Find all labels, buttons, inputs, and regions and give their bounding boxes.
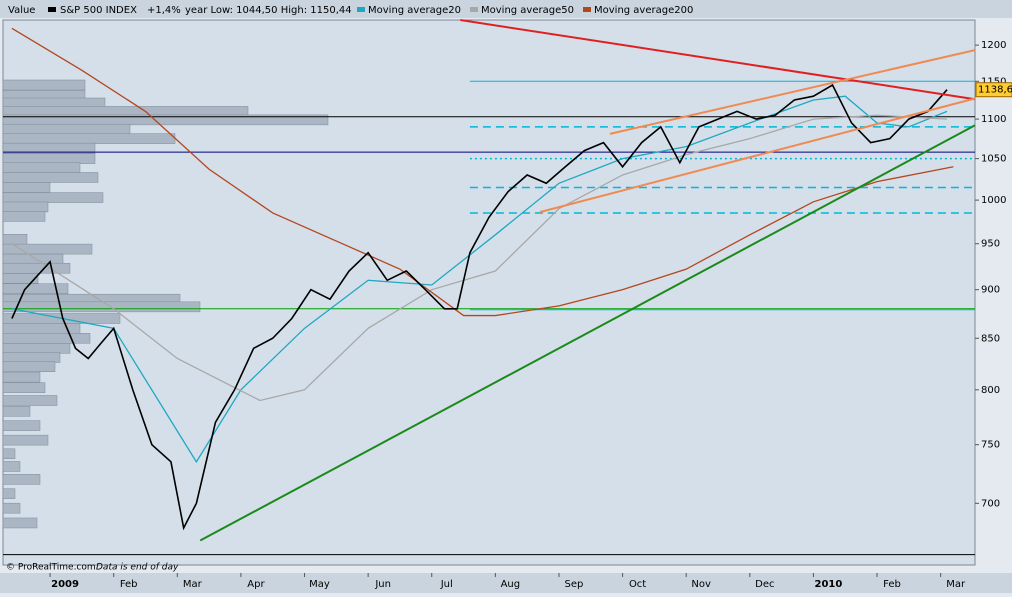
x-tick-label: Feb <box>883 579 901 590</box>
x-tick-label: Dec <box>755 579 774 590</box>
volume-bar <box>2 234 28 245</box>
trend-line <box>460 19 976 101</box>
volume-bar <box>2 172 99 183</box>
header-label: Value <box>8 5 35 16</box>
volume-bar <box>2 192 104 203</box>
trend-line <box>199 124 976 542</box>
volume-bar <box>2 162 81 173</box>
volume-bar <box>2 211 46 222</box>
y-tick-label: 750 <box>981 440 1000 451</box>
y-tick-label: 800 <box>981 385 1000 396</box>
x-tick-label: Sep <box>565 579 584 590</box>
x-tick-label: Mar <box>183 579 203 590</box>
y-tick-label: 950 <box>981 239 1000 250</box>
volume-bar <box>2 262 71 274</box>
x-tick-label: Aug <box>501 579 521 590</box>
volume-bar <box>2 434 49 446</box>
series-line <box>11 95 948 464</box>
x-tick-label: May <box>309 579 330 590</box>
volume-bar <box>2 333 91 344</box>
x-axis-bar <box>0 573 1012 593</box>
legend-label: Moving average200 <box>594 5 693 16</box>
y-tick-label: 850 <box>981 333 1000 344</box>
header-bar <box>0 0 1012 18</box>
chart-title: S&P 500 INDEX <box>60 5 137 16</box>
plot-area <box>2 19 976 566</box>
price-tag <box>975 82 1012 98</box>
series-line <box>11 83 948 531</box>
y-tick-label: 1000 <box>981 195 1006 206</box>
volume-bar <box>2 123 131 135</box>
x-tick-label: Mar <box>946 579 966 590</box>
x-tick-label: Apr <box>247 579 265 590</box>
legend-swatch <box>357 7 365 12</box>
volume-bar <box>2 273 39 284</box>
volume-bar <box>2 253 64 265</box>
volume-bar <box>2 461 21 472</box>
volume-bar <box>2 352 61 363</box>
volume-bar <box>2 301 201 313</box>
volume-bar <box>2 448 16 460</box>
x-tick-label: 2009 <box>51 579 79 590</box>
volume-bar <box>2 474 41 485</box>
x-tick-label: Nov <box>691 579 711 590</box>
y-tick-label: 900 <box>981 285 1000 296</box>
volume-bar <box>2 153 96 164</box>
volume-bar <box>2 79 86 91</box>
volume-bar <box>2 502 21 514</box>
legend-label: Moving average20 <box>368 5 461 16</box>
volume-bar <box>2 182 51 193</box>
volume-bar <box>2 201 49 213</box>
series-line <box>11 114 948 402</box>
x-tick-label: 2010 <box>815 579 843 590</box>
trend-line <box>609 49 976 135</box>
x-tick-label: Oct <box>629 579 646 590</box>
x-tick-label: Jul <box>440 579 453 590</box>
volume-bar <box>2 395 58 406</box>
header-change: +1,4% <box>147 5 181 16</box>
trend-line <box>539 97 976 214</box>
price-tag-label: 1138,69 <box>978 85 1012 96</box>
volume-bar <box>2 371 41 383</box>
volume-bar <box>2 406 31 417</box>
volume-bar <box>2 114 329 126</box>
volume-bar <box>2 133 176 144</box>
volume-bar <box>2 343 71 354</box>
y-tick-label: 1150 <box>981 76 1006 87</box>
legend-swatch <box>470 7 478 12</box>
volume-bar <box>2 142 96 154</box>
volume-bar <box>2 488 16 499</box>
legend-label: Moving average50 <box>481 5 574 16</box>
legend-swatch <box>48 7 56 12</box>
header-range: year Low: 1044,50 High: 1150,44 <box>185 5 352 16</box>
legend-swatch <box>583 7 591 12</box>
x-tick-label: Feb <box>120 579 138 590</box>
volume-bar <box>2 361 56 372</box>
y-tick-label: 1200 <box>981 40 1006 51</box>
footer-note: Data is end of day <box>96 563 179 573</box>
volume-bar <box>2 382 46 393</box>
y-tick-label: 1050 <box>981 154 1006 165</box>
footer-source: © ProRealTime.com <box>6 563 96 573</box>
series-line <box>11 27 954 317</box>
volume-bar <box>2 517 38 529</box>
y-tick-label: 1100 <box>981 114 1006 125</box>
volume-bar <box>2 243 93 255</box>
x-tick-label: Jun <box>374 579 391 590</box>
volume-bar <box>2 420 41 431</box>
volume-bar <box>2 283 69 294</box>
y-tick-label: 700 <box>981 498 1000 509</box>
